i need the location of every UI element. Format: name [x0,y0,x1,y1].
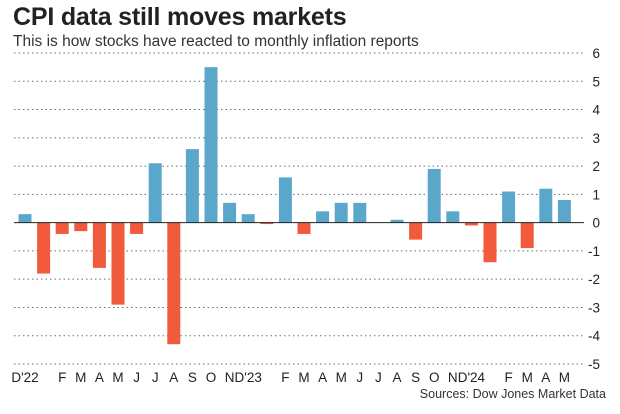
x-tick-label: M [298,370,309,385]
x-tick-label: N [448,370,458,385]
bar-8 [167,222,181,345]
bar-17 [334,202,348,223]
bar-16 [316,211,330,223]
bar-18 [353,202,367,223]
x-tick-label: F [281,370,289,385]
x-tick-label: S [411,370,420,385]
bar-29 [557,200,571,223]
bar-26 [502,191,516,223]
chart-subtitle: This is how stocks have reacted to month… [13,33,419,50]
y-tick-label: -1 [588,244,600,259]
bar-5 [111,222,125,305]
bar-15 [297,222,311,234]
bar-6 [130,222,144,234]
bar-3 [74,222,88,232]
y-tick-label: 1 [592,187,600,202]
x-tick-label: M [75,370,86,385]
y-tick-label: -4 [588,329,600,344]
x-tick-label: A [392,370,401,385]
bar-11 [223,202,237,223]
chart-title: CPI data still moves markets [13,3,347,31]
y-tick-label: 5 [592,74,600,89]
x-tick-label: D'24 [458,370,486,385]
bar-0 [18,214,32,223]
bar-25 [483,222,497,263]
x-tick-label: A [541,370,550,385]
x-tick-label: J [356,370,363,385]
bar-1 [37,222,51,274]
bar-7 [148,163,162,223]
bar-10 [204,67,218,223]
x-tick-label: S [188,370,197,385]
x-tick-label: M [559,370,570,385]
y-tick-label: 4 [592,103,600,118]
x-tick-label: N [225,370,235,385]
bar-24 [464,222,478,226]
y-tick-label: 2 [592,159,600,174]
x-tick-label: M [112,370,123,385]
x-tick-label: M [336,370,347,385]
x-tick-label: A [95,370,104,385]
x-tick-label: D'22 [11,370,38,385]
x-tick-label: F [58,370,66,385]
x-tick-label: J [375,370,382,385]
x-tick-label: M [522,370,533,385]
bar-21 [409,222,423,240]
bar-4 [92,222,106,268]
bar-20 [390,219,404,223]
bar-14 [278,177,292,223]
x-tick-label: J [152,370,159,385]
bar-9 [185,149,199,223]
x-tick-label: A [318,370,327,385]
x-tick-label: O [206,370,217,385]
y-tick-label: 0 [592,216,600,231]
bar-12 [241,214,255,223]
y-tick-label: -2 [588,272,600,287]
bar-27 [520,222,534,249]
bar-23 [446,211,460,223]
bar-2 [55,222,69,234]
source-note: Sources: Dow Jones Market Data [419,387,606,401]
bar-28 [539,188,553,223]
bar-22 [427,168,441,223]
y-tick-label: -5 [588,357,600,372]
y-tick-label: 3 [592,131,600,146]
x-tick-label: D'23 [235,370,262,385]
y-tick-label: 6 [592,46,600,61]
x-tick-label: F [504,370,512,385]
bar-13 [260,222,274,225]
x-tick-label: J [133,370,140,385]
x-tick-label: A [169,370,178,385]
y-tick-label: -3 [588,300,600,315]
x-tick-label: O [429,370,440,385]
